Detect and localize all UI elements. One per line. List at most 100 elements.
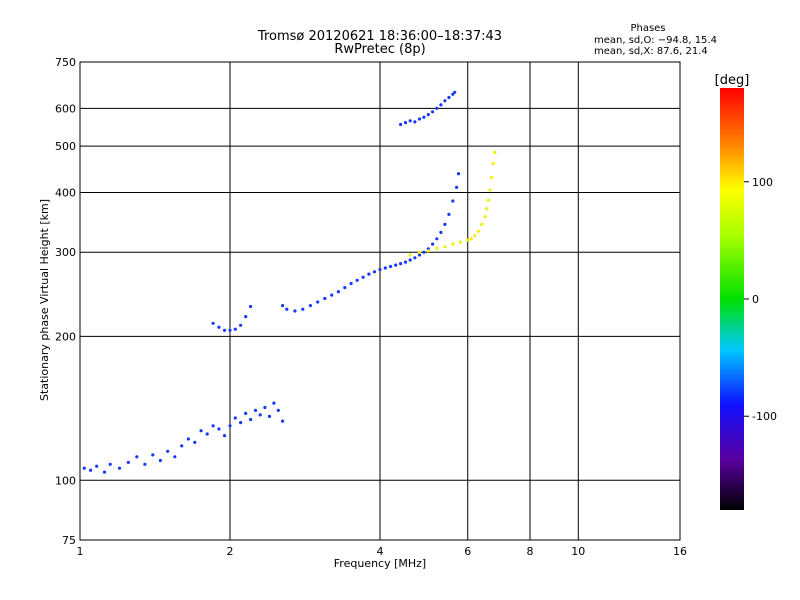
data-point bbox=[239, 323, 243, 327]
data-point bbox=[211, 424, 215, 428]
x-tick-label: 16 bbox=[673, 545, 687, 558]
data-point bbox=[205, 432, 209, 436]
y-axis-label: Stationary phase Virtual Height [km] bbox=[38, 199, 51, 401]
x-tick-label: 6 bbox=[464, 545, 471, 558]
plot-frame bbox=[79, 61, 681, 541]
y-tick-label: 750 bbox=[55, 56, 76, 69]
x-tick-label: 4 bbox=[377, 545, 384, 558]
data-point bbox=[451, 199, 455, 203]
y-tick-label: 300 bbox=[55, 246, 76, 259]
y-tick-label: 75 bbox=[62, 534, 76, 547]
data-point bbox=[166, 449, 170, 453]
data-point bbox=[439, 230, 443, 234]
data-point bbox=[422, 250, 426, 254]
data-point bbox=[389, 264, 393, 269]
data-point bbox=[228, 424, 232, 428]
data-point bbox=[372, 270, 377, 274]
data-point bbox=[89, 468, 93, 472]
data-point bbox=[336, 290, 340, 294]
data-point bbox=[343, 286, 347, 290]
x-axis-label: Frequency [MHz] bbox=[334, 557, 426, 570]
data-point bbox=[493, 150, 497, 155]
data-point bbox=[222, 328, 227, 332]
data-point bbox=[249, 417, 253, 422]
legend-line-x: mean, sd,X: 87.6, 21.4 bbox=[594, 46, 708, 57]
data-point bbox=[102, 470, 107, 474]
data-point bbox=[316, 300, 320, 304]
data-point bbox=[135, 455, 139, 459]
data-point bbox=[199, 429, 203, 433]
data-point bbox=[95, 464, 99, 468]
data-point bbox=[435, 106, 439, 110]
data-point bbox=[431, 110, 435, 114]
data-point bbox=[301, 307, 305, 311]
data-point bbox=[451, 92, 455, 96]
y-tick-label: 500 bbox=[55, 140, 76, 153]
data-point bbox=[490, 175, 494, 180]
x-tick-label: 2 bbox=[227, 545, 234, 558]
data-point bbox=[455, 185, 459, 189]
data-point bbox=[443, 99, 447, 103]
data-point bbox=[483, 215, 487, 219]
y-tick-label: 100 bbox=[55, 474, 76, 487]
data-point bbox=[378, 267, 382, 272]
chart-subtitle: RwPretec (8p) bbox=[334, 42, 425, 57]
data-point bbox=[480, 222, 484, 226]
data-point bbox=[272, 401, 276, 405]
chart-title: Tromsø 20120621 18:36:00–18:37:43 bbox=[257, 29, 502, 44]
data-point bbox=[233, 327, 237, 331]
colorbar-label: [deg] bbox=[715, 73, 750, 88]
data-point bbox=[228, 328, 232, 332]
colorbar-tick-label: 0 bbox=[752, 293, 759, 306]
data-point bbox=[293, 309, 297, 313]
data-point bbox=[239, 421, 243, 425]
data-point bbox=[417, 250, 422, 254]
data-point bbox=[217, 427, 221, 431]
data-point bbox=[180, 444, 184, 448]
data-point bbox=[267, 414, 272, 418]
colorbar-tick-label: -100 bbox=[752, 410, 777, 423]
data-point bbox=[349, 281, 353, 286]
data-point bbox=[408, 253, 412, 257]
data-point bbox=[143, 462, 147, 466]
data-point bbox=[126, 460, 130, 464]
data-point bbox=[403, 121, 408, 125]
data-point bbox=[253, 408, 258, 412]
data-point bbox=[447, 95, 451, 100]
data-point bbox=[244, 315, 248, 319]
phase-legend: Phases mean, sd,O: −94.8, 15.4 mean, sd,… bbox=[594, 23, 717, 57]
data-point bbox=[426, 113, 430, 117]
data-point bbox=[211, 321, 215, 325]
data-point bbox=[233, 416, 237, 420]
x-tick-label: 10 bbox=[571, 545, 585, 558]
data-point bbox=[308, 304, 312, 308]
y-tick-label: 600 bbox=[55, 102, 76, 115]
data-point bbox=[281, 304, 285, 308]
data-point bbox=[443, 245, 447, 249]
data-point bbox=[435, 246, 439, 250]
legend-line-o: mean, sd,O: −94.8, 15.4 bbox=[594, 35, 717, 46]
data-point bbox=[367, 272, 371, 276]
data-point bbox=[469, 237, 473, 241]
data-point bbox=[394, 263, 398, 267]
data-point bbox=[443, 222, 447, 226]
data-point bbox=[413, 120, 417, 124]
data-point bbox=[453, 90, 457, 94]
data-point bbox=[355, 278, 359, 282]
data-point bbox=[417, 117, 422, 121]
y-tick-label: 400 bbox=[55, 186, 76, 199]
data-point bbox=[217, 325, 221, 329]
colorbar-tick-label: 100 bbox=[752, 176, 773, 189]
data-point bbox=[422, 115, 426, 119]
data-point bbox=[491, 161, 495, 166]
data-point bbox=[361, 275, 365, 279]
data-point bbox=[108, 462, 112, 466]
data-point bbox=[82, 466, 86, 470]
data-point bbox=[323, 296, 327, 301]
data-point bbox=[456, 172, 461, 176]
data-point bbox=[439, 103, 443, 107]
data-point bbox=[186, 437, 190, 441]
data-point bbox=[431, 242, 435, 246]
data-point bbox=[403, 260, 408, 264]
